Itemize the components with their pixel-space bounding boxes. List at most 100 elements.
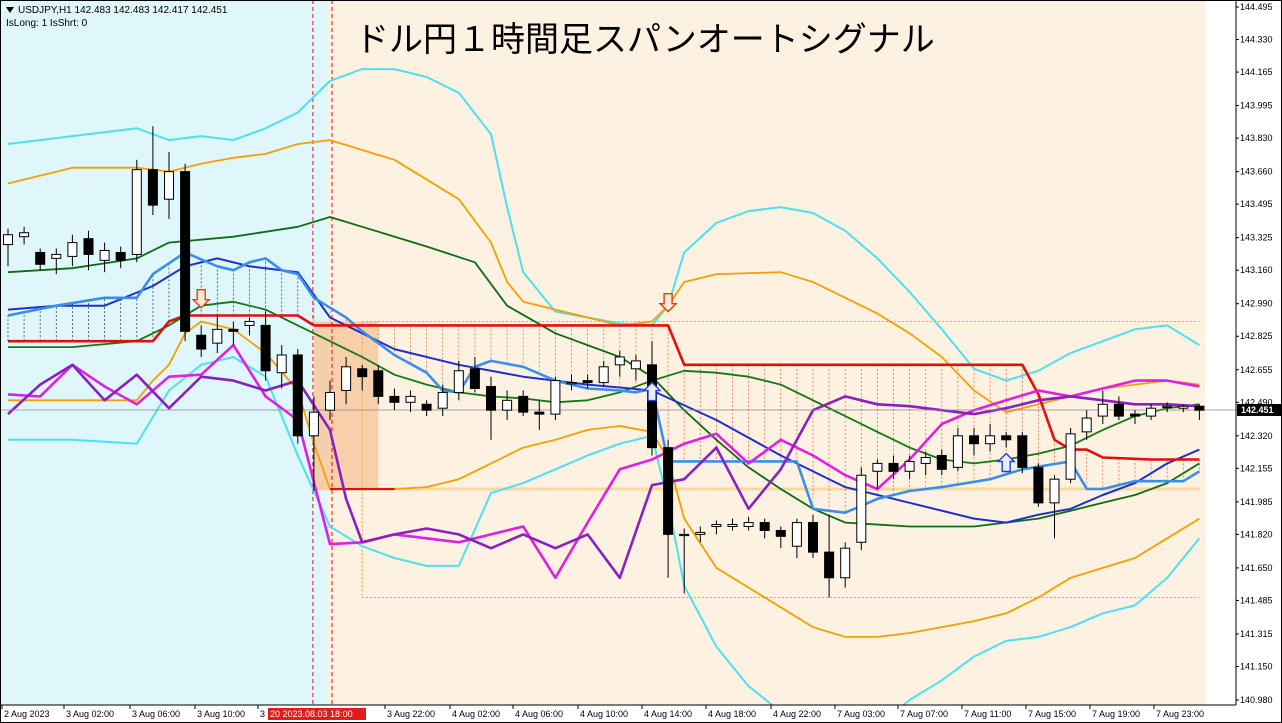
candle-body-0: [3, 234, 13, 246]
candle-body-3: [51, 253, 62, 259]
candle-body-7: [115, 251, 126, 261]
candle-body-68: [1097, 403, 1108, 417]
candle-body-60: [969, 435, 979, 445]
x-tick-label-1: 3 Aug 02:00: [66, 709, 114, 719]
x-tick-label-6: 4 Aug 02:00: [452, 709, 500, 719]
chart-title: ドル円１時間足スパンオートシグナル: [355, 20, 935, 60]
y-tick-label-4: 143.830: [1240, 133, 1273, 143]
candle-body-29: [469, 368, 480, 389]
y-tick-label-13: 142.320: [1240, 431, 1273, 441]
down-arrow-signal-icon-0: [191, 289, 211, 309]
candle-body-17: [276, 354, 287, 374]
symbol-info: USDJPY,H1 142.483 142.483 142.417 142.45…: [6, 4, 227, 17]
candle-body-40: [647, 364, 657, 449]
x-tick-label-16: 7 Aug 19:00: [1092, 709, 1140, 719]
x-tick-label-12: 7 Aug 03:00: [837, 709, 885, 719]
x-tick-label-13: 7 Aug 07:00: [900, 709, 948, 719]
candle-body-5: [83, 238, 94, 255]
candle-body-57: [920, 456, 931, 464]
price-marker-label: 142.451: [1241, 405, 1274, 415]
candle-body-37: [598, 366, 609, 384]
orange-upper-band-line: [7, 139, 1200, 414]
symbol-line: USDJPY,H1 142.483 142.483 142.417 142.45…: [18, 5, 228, 16]
x-tick-label-17: 7 Aug 23:00: [1156, 709, 1204, 719]
status-line: IsLong: 1 IsShrt: 0: [6, 18, 88, 29]
candle-body-23: [373, 370, 384, 397]
pre-zone-background: [0, 0, 328, 705]
x-tick-label-4: 3: [260, 709, 265, 719]
candle-body-32: [518, 395, 529, 413]
dropdown-triangle-icon[interactable]: [6, 7, 14, 14]
candle-body-56: [904, 460, 915, 472]
candle-body-14: [228, 328, 239, 332]
x-tick-label-8: 4 Aug 10:00: [580, 709, 628, 719]
chart-info-panel: USDJPY,H1 142.483 142.483 142.417 142.45…: [6, 4, 227, 30]
candle-body-70: [1130, 413, 1140, 417]
candle-body-28: [453, 370, 464, 393]
candle-body-74: [1194, 405, 1205, 411]
candle-body-55: [888, 462, 899, 472]
y-tick-label-6: 143.495: [1240, 199, 1273, 209]
y-tick-label-1: 144.330: [1240, 35, 1273, 45]
x-tick-label-14: 7 Aug 11:00: [964, 709, 1011, 719]
y-tick-label-19: 141.315: [1240, 629, 1273, 639]
candle-body-39: [630, 360, 641, 370]
candle-body-61: [985, 435, 996, 445]
candle-body-13: [212, 328, 223, 344]
signal-box-zone: [313, 321, 379, 490]
candle-body-20: [325, 391, 335, 411]
y-tick-label-15: 141.985: [1240, 497, 1273, 507]
candle-body-46: [743, 522, 754, 528]
blue-line: [7, 257, 1200, 524]
y-tick-label-20: 141.150: [1240, 661, 1273, 671]
y-tick-label-0: 144.495: [1240, 2, 1273, 12]
y-tick-label-10: 142.825: [1240, 331, 1273, 341]
candle-body-22: [357, 368, 368, 378]
candle-body-71: [1146, 407, 1157, 417]
x-tick-label-3: 3 Aug 10:00: [197, 709, 245, 719]
candle-body-11: [180, 171, 191, 332]
red-line: [8, 314, 1200, 461]
candle-body-35: [566, 382, 577, 385]
candle-body-12: [196, 334, 207, 350]
candle-body-62: [1001, 435, 1012, 441]
candle-body-52: [840, 547, 851, 579]
candle-body-1: [19, 232, 30, 238]
candle-body-2: [35, 251, 46, 265]
candle-body-59: [952, 435, 963, 468]
candle-body-48: [775, 529, 786, 537]
y-tick-label-12: 142.490: [1240, 397, 1273, 407]
y-tick-label-3: 143.995: [1240, 101, 1273, 111]
candle-body-42: [679, 533, 690, 537]
candle-body-66: [1065, 433, 1076, 480]
candle-body-54: [872, 462, 883, 472]
time-marker-box: [268, 708, 366, 720]
candle-body-44: [711, 524, 722, 528]
candle-body-25: [405, 395, 416, 403]
candle-body-19: [308, 411, 319, 437]
candle-body-53: [856, 474, 867, 543]
x-tick-label-5: 3 Aug 22:00: [387, 709, 435, 719]
y-tick-label-11: 142.655: [1240, 365, 1273, 375]
candle-body-49: [791, 522, 802, 547]
main-zone-background: [328, 0, 1206, 705]
candle-body-45: [727, 524, 738, 528]
y-tick-label-16: 141.820: [1240, 529, 1273, 539]
candle-body-41: [663, 447, 674, 535]
candle-body-27: [437, 391, 448, 409]
time-marker-label: 20 2023.08.03 18:00: [270, 709, 353, 719]
y-tick-label-5: 143.660: [1240, 167, 1273, 177]
candle-body-26: [421, 403, 432, 411]
candle-body-33: [534, 411, 545, 415]
y-tick-label-14: 142.155: [1240, 463, 1273, 473]
magenta-line: [7, 343, 1200, 580]
candle-body-72: [1162, 405, 1173, 408]
candle-body-51: [824, 551, 835, 579]
candle-body-30: [486, 386, 496, 411]
price-marker-box: [1237, 403, 1281, 416]
x-tick-label-2: 3 Aug 06:00: [132, 709, 180, 719]
up-arrow-signal-icon-1: [996, 452, 1016, 473]
price-axis-panel: [1236, 0, 1282, 723]
